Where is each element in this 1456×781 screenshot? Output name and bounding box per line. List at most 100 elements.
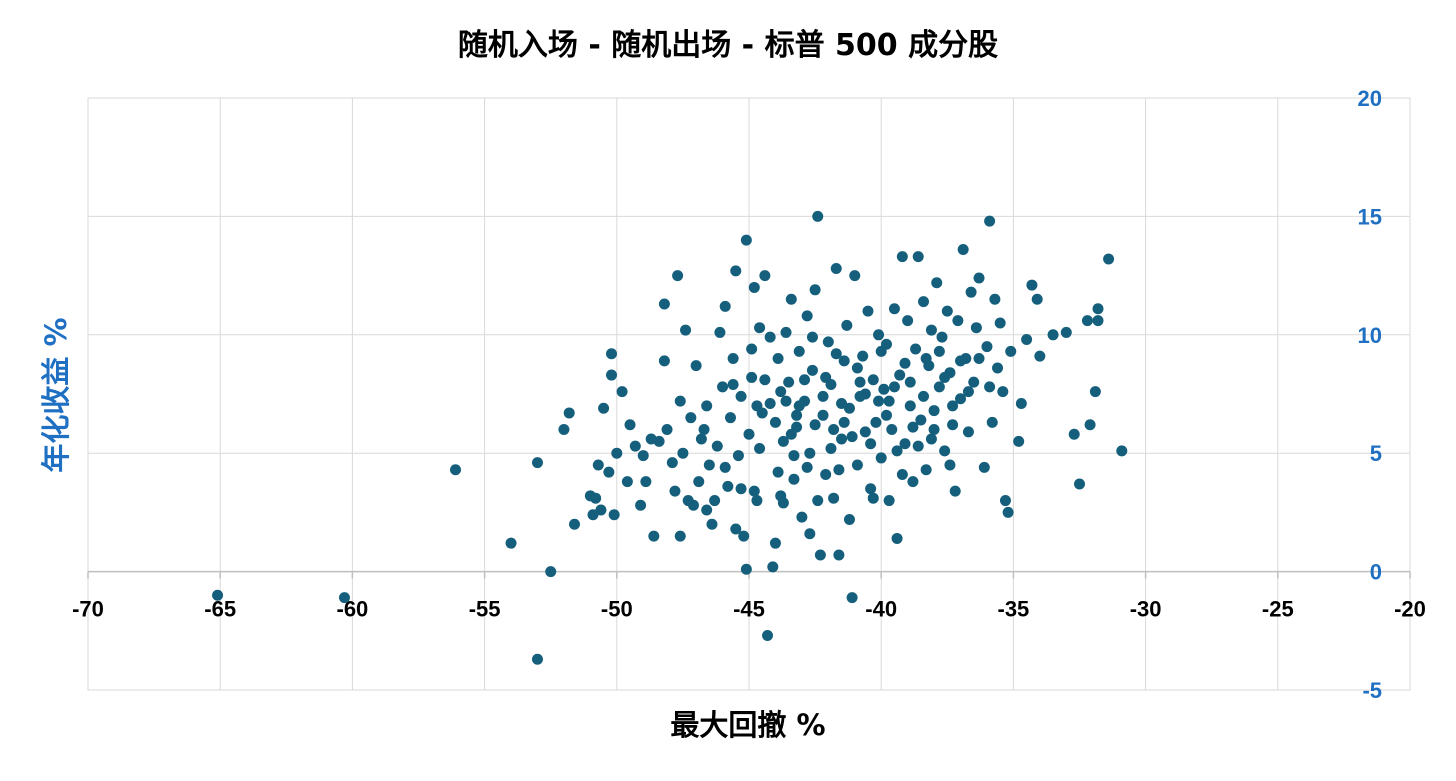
data-point [883, 495, 895, 507]
y-tick-label: 20 [1358, 86, 1382, 111]
data-point [883, 395, 895, 407]
data-point [1015, 397, 1027, 409]
data-point [611, 447, 623, 459]
data-point [851, 362, 863, 374]
data-point [854, 376, 866, 388]
data-point [764, 397, 776, 409]
data-point [621, 476, 633, 488]
data-point [606, 369, 618, 381]
data-point [949, 485, 961, 497]
data-point [531, 457, 543, 469]
data-point [772, 466, 784, 478]
y-tick-label: 0 [1370, 560, 1382, 585]
data-point [933, 381, 945, 393]
data-point [677, 447, 689, 459]
data-point [693, 476, 705, 488]
data-point [732, 450, 744, 462]
data-point [606, 348, 618, 360]
data-point [701, 400, 713, 412]
data-point [997, 386, 1009, 398]
data-point [690, 360, 702, 372]
data-point [859, 388, 871, 400]
data-point [801, 461, 813, 473]
data-point [806, 331, 818, 343]
data-point [661, 424, 673, 436]
data-point [838, 416, 850, 428]
data-point [873, 329, 885, 341]
data-point [783, 376, 795, 388]
data-point [970, 322, 982, 334]
data-point [907, 421, 919, 433]
data-point [769, 537, 781, 549]
data-point [806, 364, 818, 376]
data-point [843, 402, 855, 414]
data-point [735, 483, 747, 495]
data-point [730, 265, 742, 277]
data-point [822, 336, 834, 348]
data-point [648, 530, 660, 542]
data-point [759, 270, 771, 282]
data-point [1021, 334, 1033, 346]
data-point [568, 518, 580, 530]
data-point [724, 412, 736, 424]
x-axis-label: 最大回撤 % [670, 708, 825, 742]
data-point [859, 426, 871, 438]
data-point [907, 476, 919, 488]
x-tick-label: -20 [1394, 597, 1426, 622]
y-tick-label: 5 [1370, 441, 1382, 466]
data-point [817, 409, 829, 421]
data-point [743, 428, 755, 440]
data-point [925, 433, 937, 445]
data-point [833, 549, 845, 561]
data-point [603, 466, 615, 478]
data-point [817, 390, 829, 402]
data-point [933, 345, 945, 357]
data-point [590, 492, 602, 504]
data-point [748, 485, 760, 497]
data-point [904, 400, 916, 412]
data-point [1034, 350, 1046, 362]
data-point [780, 326, 792, 338]
data-point [730, 523, 742, 535]
data-point [912, 251, 924, 263]
chart-title: 随机入场 - 随机出场 - 标普 500 成分股 [458, 28, 998, 63]
data-point [801, 310, 813, 322]
data-point [999, 495, 1011, 507]
data-points [212, 210, 1128, 665]
data-point [936, 331, 948, 343]
data-point [1026, 279, 1038, 291]
x-tick-label: -70 [72, 597, 104, 622]
data-point [685, 412, 697, 424]
data-point [912, 440, 924, 452]
data-point [1092, 303, 1104, 315]
data-point [994, 317, 1006, 329]
data-point [836, 397, 848, 409]
data-point [989, 293, 1001, 305]
data-point [984, 381, 996, 393]
data-point [1068, 428, 1080, 440]
y-tick-label: 10 [1358, 323, 1382, 348]
data-point [1084, 419, 1096, 431]
data-point [955, 393, 967, 405]
data-point [812, 495, 824, 507]
data-point [746, 371, 758, 383]
data-point [891, 532, 903, 544]
data-point [841, 319, 853, 331]
data-point [788, 450, 800, 462]
data-point [698, 424, 710, 436]
x-tick-label: -65 [204, 597, 236, 622]
data-point [595, 504, 607, 516]
data-point [1116, 445, 1128, 457]
data-point [212, 589, 224, 601]
data-point [629, 440, 641, 452]
data-point [904, 376, 916, 388]
data-point [828, 492, 840, 504]
data-point [772, 352, 784, 364]
data-point [973, 272, 985, 284]
data-point [865, 483, 877, 495]
data-point [928, 405, 940, 417]
data-point [1092, 315, 1104, 327]
data-point [764, 331, 776, 343]
data-point [653, 435, 665, 447]
